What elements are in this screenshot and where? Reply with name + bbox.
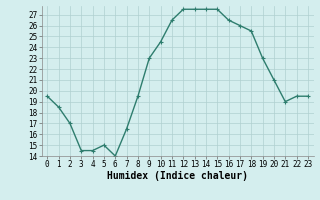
X-axis label: Humidex (Indice chaleur): Humidex (Indice chaleur) — [107, 171, 248, 181]
